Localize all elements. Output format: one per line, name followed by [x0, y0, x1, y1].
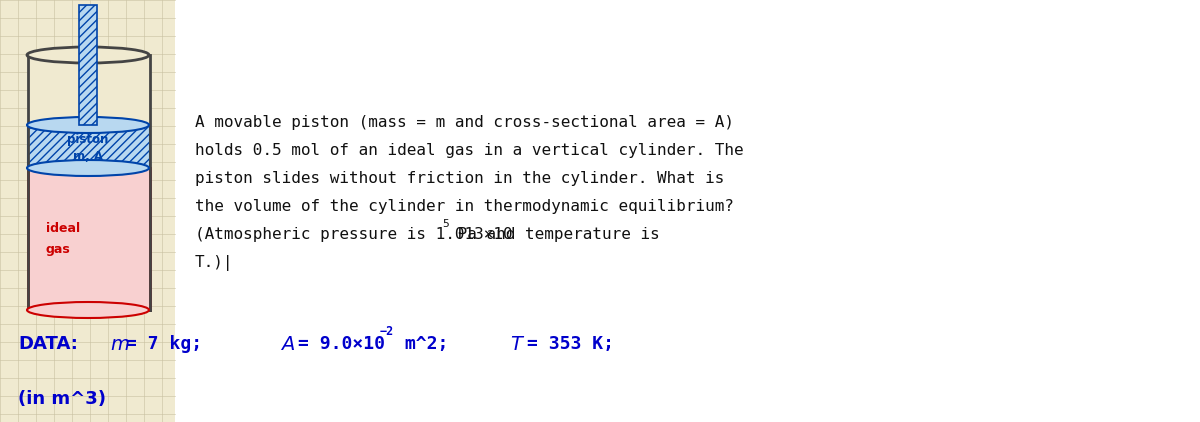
Text: = 353 K;: = 353 K; [527, 335, 614, 353]
Ellipse shape [28, 117, 149, 133]
Text: m^2;: m^2; [394, 335, 449, 353]
Bar [28, 55, 150, 125]
Text: DATA:: DATA: [18, 335, 78, 353]
Text: m, A: m, A [73, 150, 103, 163]
Bar [28, 125, 150, 168]
Text: Pa and temperature is: Pa and temperature is [449, 227, 660, 242]
Ellipse shape [28, 160, 149, 176]
Bar [0, 0, 175, 422]
Text: = 7 kg;: = 7 kg; [126, 335, 202, 353]
Text: piston: piston [67, 133, 109, 146]
Text: piston slides without friction in the cylinder. What is: piston slides without friction in the cy… [194, 171, 725, 186]
Text: 5: 5 [443, 219, 449, 229]
Text: A movable piston (mass = m and cross-sectional area = A): A movable piston (mass = m and cross-sec… [194, 115, 734, 130]
Text: ideal: ideal [46, 222, 80, 235]
Text: = 9.0×10: = 9.0×10 [298, 335, 385, 353]
Ellipse shape [28, 302, 149, 318]
Text: T.)|: T.)| [194, 255, 234, 271]
Text: gas: gas [46, 243, 71, 255]
Text: −2: −2 [380, 325, 395, 338]
Bar [79, 5, 97, 125]
Text: holds 0.5 mol of an ideal gas in a vertical cylinder. The: holds 0.5 mol of an ideal gas in a verti… [194, 143, 744, 158]
Text: $m$: $m$ [110, 335, 130, 354]
Text: the volume of the cylinder in thermodynamic equilibrium?: the volume of the cylinder in thermodyna… [194, 199, 734, 214]
Text: (in m^3): (in m^3) [18, 390, 106, 408]
Text: $A$: $A$ [280, 335, 295, 354]
Text: (Atmospheric pressure is 1.013×10: (Atmospheric pressure is 1.013×10 [194, 227, 512, 242]
Ellipse shape [28, 47, 149, 63]
Text: $T$: $T$ [510, 335, 526, 354]
Bar [28, 168, 150, 310]
